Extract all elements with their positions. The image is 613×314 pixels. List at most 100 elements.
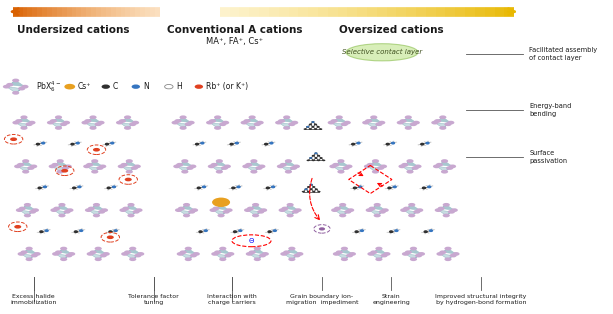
Circle shape: [205, 142, 207, 143]
Polygon shape: [87, 166, 100, 172]
Circle shape: [15, 119, 23, 123]
Circle shape: [249, 250, 256, 254]
Circle shape: [246, 252, 253, 256]
Circle shape: [268, 141, 270, 143]
Polygon shape: [368, 117, 382, 122]
Circle shape: [191, 208, 198, 212]
Circle shape: [91, 159, 98, 163]
Polygon shape: [183, 249, 196, 254]
Circle shape: [181, 170, 188, 174]
Circle shape: [94, 257, 102, 261]
Polygon shape: [438, 205, 446, 210]
Polygon shape: [366, 117, 374, 122]
Circle shape: [411, 166, 419, 170]
Polygon shape: [368, 166, 381, 172]
Circle shape: [105, 146, 107, 147]
Polygon shape: [181, 205, 194, 210]
Circle shape: [64, 210, 70, 214]
Circle shape: [395, 230, 398, 231]
Circle shape: [304, 188, 308, 190]
Circle shape: [310, 184, 313, 185]
Circle shape: [344, 121, 351, 124]
Polygon shape: [338, 205, 351, 210]
Circle shape: [134, 254, 142, 257]
Circle shape: [71, 232, 73, 233]
Circle shape: [397, 186, 399, 187]
Polygon shape: [284, 249, 292, 254]
Circle shape: [309, 157, 313, 159]
Polygon shape: [440, 161, 452, 166]
Circle shape: [435, 208, 442, 212]
Polygon shape: [435, 117, 443, 122]
Circle shape: [36, 146, 38, 147]
Polygon shape: [50, 117, 58, 122]
Circle shape: [393, 141, 395, 142]
Circle shape: [355, 141, 357, 143]
Polygon shape: [406, 205, 420, 210]
Circle shape: [218, 214, 225, 217]
Circle shape: [137, 252, 144, 256]
Circle shape: [378, 121, 386, 124]
Polygon shape: [282, 210, 295, 215]
Circle shape: [389, 233, 392, 234]
Circle shape: [82, 121, 89, 124]
Polygon shape: [29, 254, 37, 259]
Circle shape: [389, 141, 391, 143]
Polygon shape: [20, 210, 32, 215]
Circle shape: [433, 229, 435, 230]
Polygon shape: [254, 166, 262, 172]
Circle shape: [417, 144, 419, 145]
Circle shape: [394, 185, 397, 186]
Polygon shape: [248, 205, 256, 210]
Circle shape: [314, 152, 318, 154]
Circle shape: [427, 229, 429, 230]
Circle shape: [440, 250, 446, 254]
Polygon shape: [10, 80, 25, 87]
Circle shape: [89, 250, 97, 254]
Text: C: C: [113, 82, 118, 91]
Circle shape: [81, 228, 83, 229]
Circle shape: [393, 229, 395, 230]
Polygon shape: [213, 117, 226, 122]
Circle shape: [359, 232, 360, 234]
Circle shape: [380, 165, 387, 168]
Circle shape: [410, 122, 417, 126]
Circle shape: [252, 203, 259, 207]
Polygon shape: [336, 161, 349, 166]
Circle shape: [26, 247, 32, 251]
Circle shape: [429, 185, 431, 186]
Polygon shape: [341, 166, 349, 172]
Circle shape: [14, 225, 21, 229]
Circle shape: [39, 141, 42, 143]
Circle shape: [283, 250, 291, 254]
Polygon shape: [183, 122, 191, 128]
Polygon shape: [376, 166, 384, 172]
Circle shape: [383, 252, 390, 256]
Polygon shape: [285, 205, 298, 210]
Circle shape: [357, 189, 359, 190]
Circle shape: [107, 187, 110, 189]
Circle shape: [216, 170, 223, 174]
Text: Facilitated assembly
of contact layer: Facilitated assembly of contact layer: [529, 47, 597, 61]
Circle shape: [390, 145, 392, 146]
Polygon shape: [369, 210, 383, 215]
Circle shape: [214, 116, 221, 119]
Circle shape: [248, 126, 256, 130]
Circle shape: [257, 210, 264, 214]
Circle shape: [405, 116, 412, 119]
Circle shape: [290, 166, 297, 170]
Circle shape: [398, 229, 400, 230]
Circle shape: [275, 186, 277, 187]
Polygon shape: [280, 161, 288, 166]
Circle shape: [339, 214, 346, 217]
Circle shape: [227, 252, 234, 256]
Circle shape: [275, 121, 283, 124]
Circle shape: [339, 203, 346, 207]
Circle shape: [388, 187, 391, 189]
Polygon shape: [28, 210, 36, 215]
Polygon shape: [52, 161, 60, 166]
Circle shape: [350, 188, 352, 189]
Circle shape: [254, 257, 261, 261]
Circle shape: [109, 231, 112, 232]
Polygon shape: [402, 161, 410, 166]
